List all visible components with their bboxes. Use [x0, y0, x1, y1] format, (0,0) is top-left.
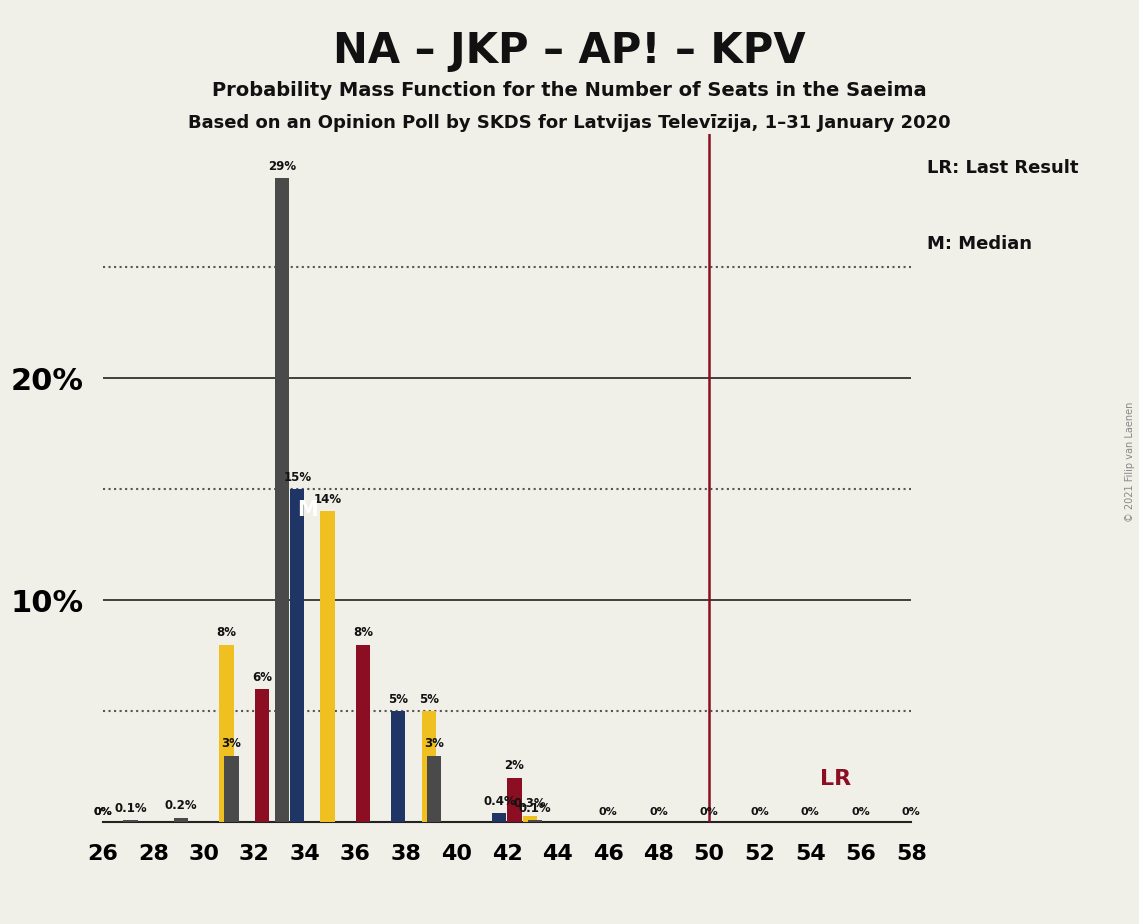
Text: 0.4%: 0.4%: [483, 795, 516, 808]
Text: 0.3%: 0.3%: [514, 797, 546, 810]
Bar: [391, 711, 405, 822]
Text: 0.2%: 0.2%: [165, 799, 197, 812]
Text: 0%: 0%: [599, 807, 617, 817]
Bar: [355, 645, 370, 822]
Text: 8%: 8%: [216, 626, 237, 639]
Text: 0%: 0%: [93, 807, 112, 817]
Bar: [421, 711, 436, 822]
Text: LR: Last Result: LR: Last Result: [927, 160, 1079, 177]
Text: 15%: 15%: [284, 470, 311, 484]
Text: 0.1%: 0.1%: [114, 802, 147, 815]
Bar: [220, 645, 233, 822]
Bar: [274, 178, 289, 822]
Text: 8%: 8%: [353, 626, 372, 639]
Bar: [123, 821, 138, 822]
Text: 2%: 2%: [505, 760, 524, 772]
Bar: [523, 816, 536, 822]
Text: 0%: 0%: [902, 807, 920, 817]
Bar: [174, 818, 188, 822]
Text: 5%: 5%: [419, 693, 439, 706]
Bar: [255, 689, 269, 822]
Text: 0%: 0%: [699, 807, 719, 817]
Text: 0%: 0%: [801, 807, 820, 817]
Text: NA – JKP – AP! – KPV: NA – JKP – AP! – KPV: [334, 30, 805, 71]
Text: Based on an Opinion Poll by SKDS for Latvijas Televīzija, 1–31 January 2020: Based on an Opinion Poll by SKDS for Lat…: [188, 114, 951, 131]
Bar: [290, 490, 304, 822]
Text: M: Median: M: Median: [927, 235, 1032, 253]
Text: 6%: 6%: [252, 671, 272, 684]
Text: M: M: [297, 501, 318, 520]
Text: 3%: 3%: [222, 737, 241, 750]
Bar: [527, 821, 542, 822]
Text: LR: LR: [820, 769, 851, 789]
Text: 0%: 0%: [851, 807, 870, 817]
Text: 3%: 3%: [424, 737, 443, 750]
Text: 0%: 0%: [751, 807, 769, 817]
Text: 14%: 14%: [313, 492, 342, 506]
Text: 0%: 0%: [649, 807, 667, 817]
Bar: [492, 813, 507, 822]
Bar: [427, 756, 441, 822]
Bar: [224, 756, 239, 822]
Text: 29%: 29%: [268, 160, 296, 173]
Bar: [508, 778, 522, 822]
Text: © 2021 Filip van Laenen: © 2021 Filip van Laenen: [1125, 402, 1134, 522]
Text: 0.1%: 0.1%: [518, 802, 551, 815]
Text: 0%: 0%: [93, 807, 112, 817]
Bar: [320, 512, 335, 822]
Text: 5%: 5%: [388, 693, 408, 706]
Text: Probability Mass Function for the Number of Seats in the Saeima: Probability Mass Function for the Number…: [212, 81, 927, 101]
